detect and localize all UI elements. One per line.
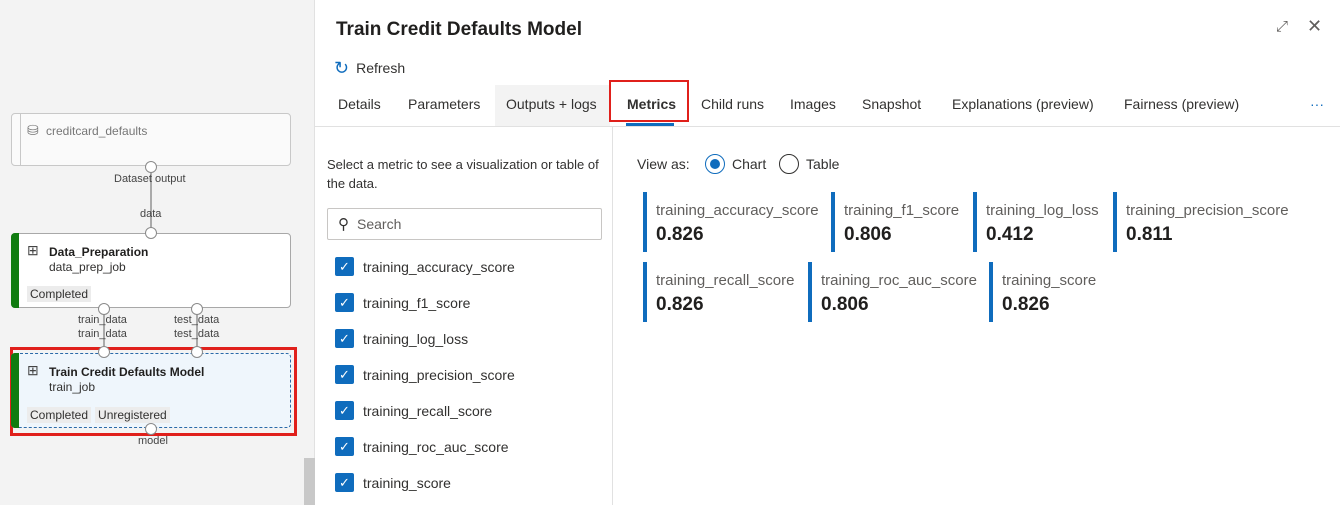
- node-subtitle: train_job: [49, 380, 96, 394]
- metric-checkbox[interactable]: ✓: [335, 329, 354, 348]
- metric-checkbox[interactable]: ✓: [335, 257, 354, 276]
- panel-title: Train Credit Defaults Model: [336, 19, 582, 40]
- metric-checkbox[interactable]: ✓: [335, 293, 354, 312]
- metric-card[interactable]: training_roc_auc_score 0.806: [808, 262, 977, 322]
- metric-list-label[interactable]: training_precision_score: [363, 367, 515, 383]
- checkmark-icon: ✓: [339, 259, 350, 274]
- metric-checkbox[interactable]: ✓: [335, 473, 354, 492]
- input-port-dot[interactable]: [98, 346, 110, 358]
- component-icon: ⊞: [27, 242, 39, 258]
- metric-name: training_roc_auc_score: [821, 272, 977, 289]
- expand-icon[interactable]: ⤢: [1276, 18, 1289, 35]
- registration-badge: Unregistered: [95, 407, 170, 423]
- metric-list-label[interactable]: training_accuracy_score: [363, 259, 515, 275]
- data-prep-node[interactable]: ⊞ Data_Preparation data_prep_job Complet…: [11, 233, 291, 308]
- metric-card[interactable]: training_log_loss 0.412: [973, 192, 1099, 252]
- table-radio[interactable]: [779, 154, 799, 174]
- metric-card[interactable]: training_f1_score 0.806: [831, 192, 959, 252]
- table-radio-label[interactable]: Table: [806, 156, 840, 172]
- tab-parameters[interactable]: Parameters: [408, 96, 481, 112]
- port-label: model: [138, 435, 168, 447]
- metric-list-label[interactable]: training_f1_score: [363, 295, 471, 311]
- checkmark-icon: ✓: [339, 367, 350, 382]
- node-subtitle: data_prep_job: [49, 260, 126, 274]
- metric-name: training_score: [1002, 272, 1097, 289]
- search-placeholder: Search: [357, 216, 402, 232]
- pipeline-canvas[interactable]: ⛁ creditcard_defaults Dataset output dat…: [0, 0, 315, 505]
- metric-checkbox[interactable]: ✓: [335, 401, 354, 420]
- tab-outputs-logs[interactable]: Outputs + logs: [506, 96, 597, 112]
- close-icon[interactable]: ✕: [1307, 16, 1323, 36]
- dataset-name: creditcard_defaults: [46, 124, 148, 138]
- more-tabs-button[interactable]: ···: [1310, 96, 1324, 112]
- port-label: Dataset output: [114, 173, 186, 185]
- checkmark-icon: ✓: [339, 439, 350, 454]
- metric-list-label[interactable]: training_score: [363, 475, 451, 491]
- metric-value: 0.412: [986, 224, 1034, 245]
- metric-card[interactable]: training_accuracy_score 0.826: [643, 192, 819, 252]
- port-label: train_data: [78, 328, 127, 340]
- metric-card[interactable]: training_precision_score 0.811: [1113, 192, 1289, 252]
- metric-search-input[interactable]: ⚲ Search: [327, 208, 602, 240]
- tab-snapshot[interactable]: Snapshot: [862, 96, 922, 112]
- port-label: data: [140, 208, 162, 220]
- metric-value: 0.826: [656, 294, 704, 315]
- checkmark-icon: ✓: [339, 295, 350, 310]
- output-port-dot[interactable]: [98, 303, 110, 315]
- checkmark-icon: ✓: [339, 475, 350, 490]
- refresh-button[interactable]: ↻ Refresh: [334, 58, 405, 78]
- chart-radio[interactable]: [705, 154, 725, 174]
- metric-name: training_recall_score: [656, 272, 795, 289]
- output-port-dot[interactable]: [191, 303, 203, 315]
- dataset-node[interactable]: ⛁ creditcard_defaults: [11, 113, 291, 166]
- metrics-instructions: Select a metric to see a visualization o…: [327, 157, 599, 191]
- refresh-label: Refresh: [356, 60, 406, 76]
- scrollbar-thumb[interactable]: [304, 458, 315, 505]
- metric-value: 0.806: [821, 294, 869, 315]
- status-badge: Completed: [27, 286, 92, 302]
- node-title: Train Credit Defaults Model: [49, 365, 205, 379]
- tab-child-runs[interactable]: Child runs: [701, 96, 765, 112]
- metric-checkbox[interactable]: ✓: [335, 365, 354, 384]
- checkmark-icon: ✓: [339, 331, 350, 346]
- metric-name: training_accuracy_score: [656, 202, 819, 219]
- status-badge: Completed: [27, 407, 92, 423]
- refresh-icon: ↻: [334, 57, 350, 78]
- metric-card[interactable]: training_score 0.826: [989, 262, 1096, 322]
- metric-value: 0.826: [656, 224, 704, 245]
- metrics-tab-highlight: [609, 80, 689, 122]
- tab-images[interactable]: Images: [790, 96, 836, 112]
- metric-list-label[interactable]: training_log_loss: [363, 331, 469, 347]
- chart-radio-label[interactable]: Chart: [732, 156, 767, 172]
- search-icon: ⚲: [338, 216, 349, 233]
- tab-details[interactable]: Details: [338, 96, 381, 112]
- metric-name: training_f1_score: [844, 202, 960, 219]
- output-port-dot[interactable]: [145, 423, 157, 435]
- metric-name: training_log_loss: [986, 202, 1099, 219]
- input-port-dot[interactable]: [145, 227, 157, 239]
- metric-card[interactable]: training_recall_score 0.826: [643, 262, 794, 322]
- port-label: test_data: [174, 314, 220, 326]
- node-title: Data_Preparation: [49, 245, 149, 259]
- input-port-dot[interactable]: [191, 346, 203, 358]
- output-port-dot[interactable]: [145, 161, 157, 173]
- metric-value: 0.811: [1126, 224, 1173, 245]
- metric-value: 0.826: [1002, 294, 1050, 315]
- port-label: test_data: [174, 328, 220, 340]
- metric-list-label[interactable]: training_recall_score: [363, 403, 493, 419]
- tab-fairness[interactable]: Fairness (preview): [1124, 96, 1240, 112]
- component-icon: ⊞: [27, 362, 39, 378]
- port-label: train_data: [78, 314, 127, 326]
- metric-list-label[interactable]: training_roc_auc_score: [363, 439, 509, 455]
- database-icon: ⛁: [27, 122, 39, 138]
- metric-checkbox[interactable]: ✓: [335, 437, 354, 456]
- active-tab-indicator: [626, 123, 674, 126]
- tab-explanations[interactable]: Explanations (preview): [952, 96, 1094, 112]
- train-node[interactable]: ⊞ Train Credit Defaults Model train_job …: [11, 353, 291, 428]
- checkmark-icon: ✓: [339, 403, 350, 418]
- tab-metrics[interactable]: Metrics: [627, 96, 677, 112]
- metric-name: training_precision_score: [1126, 202, 1289, 219]
- metric-value: 0.806: [844, 224, 892, 245]
- view-as-label: View as:: [637, 156, 690, 172]
